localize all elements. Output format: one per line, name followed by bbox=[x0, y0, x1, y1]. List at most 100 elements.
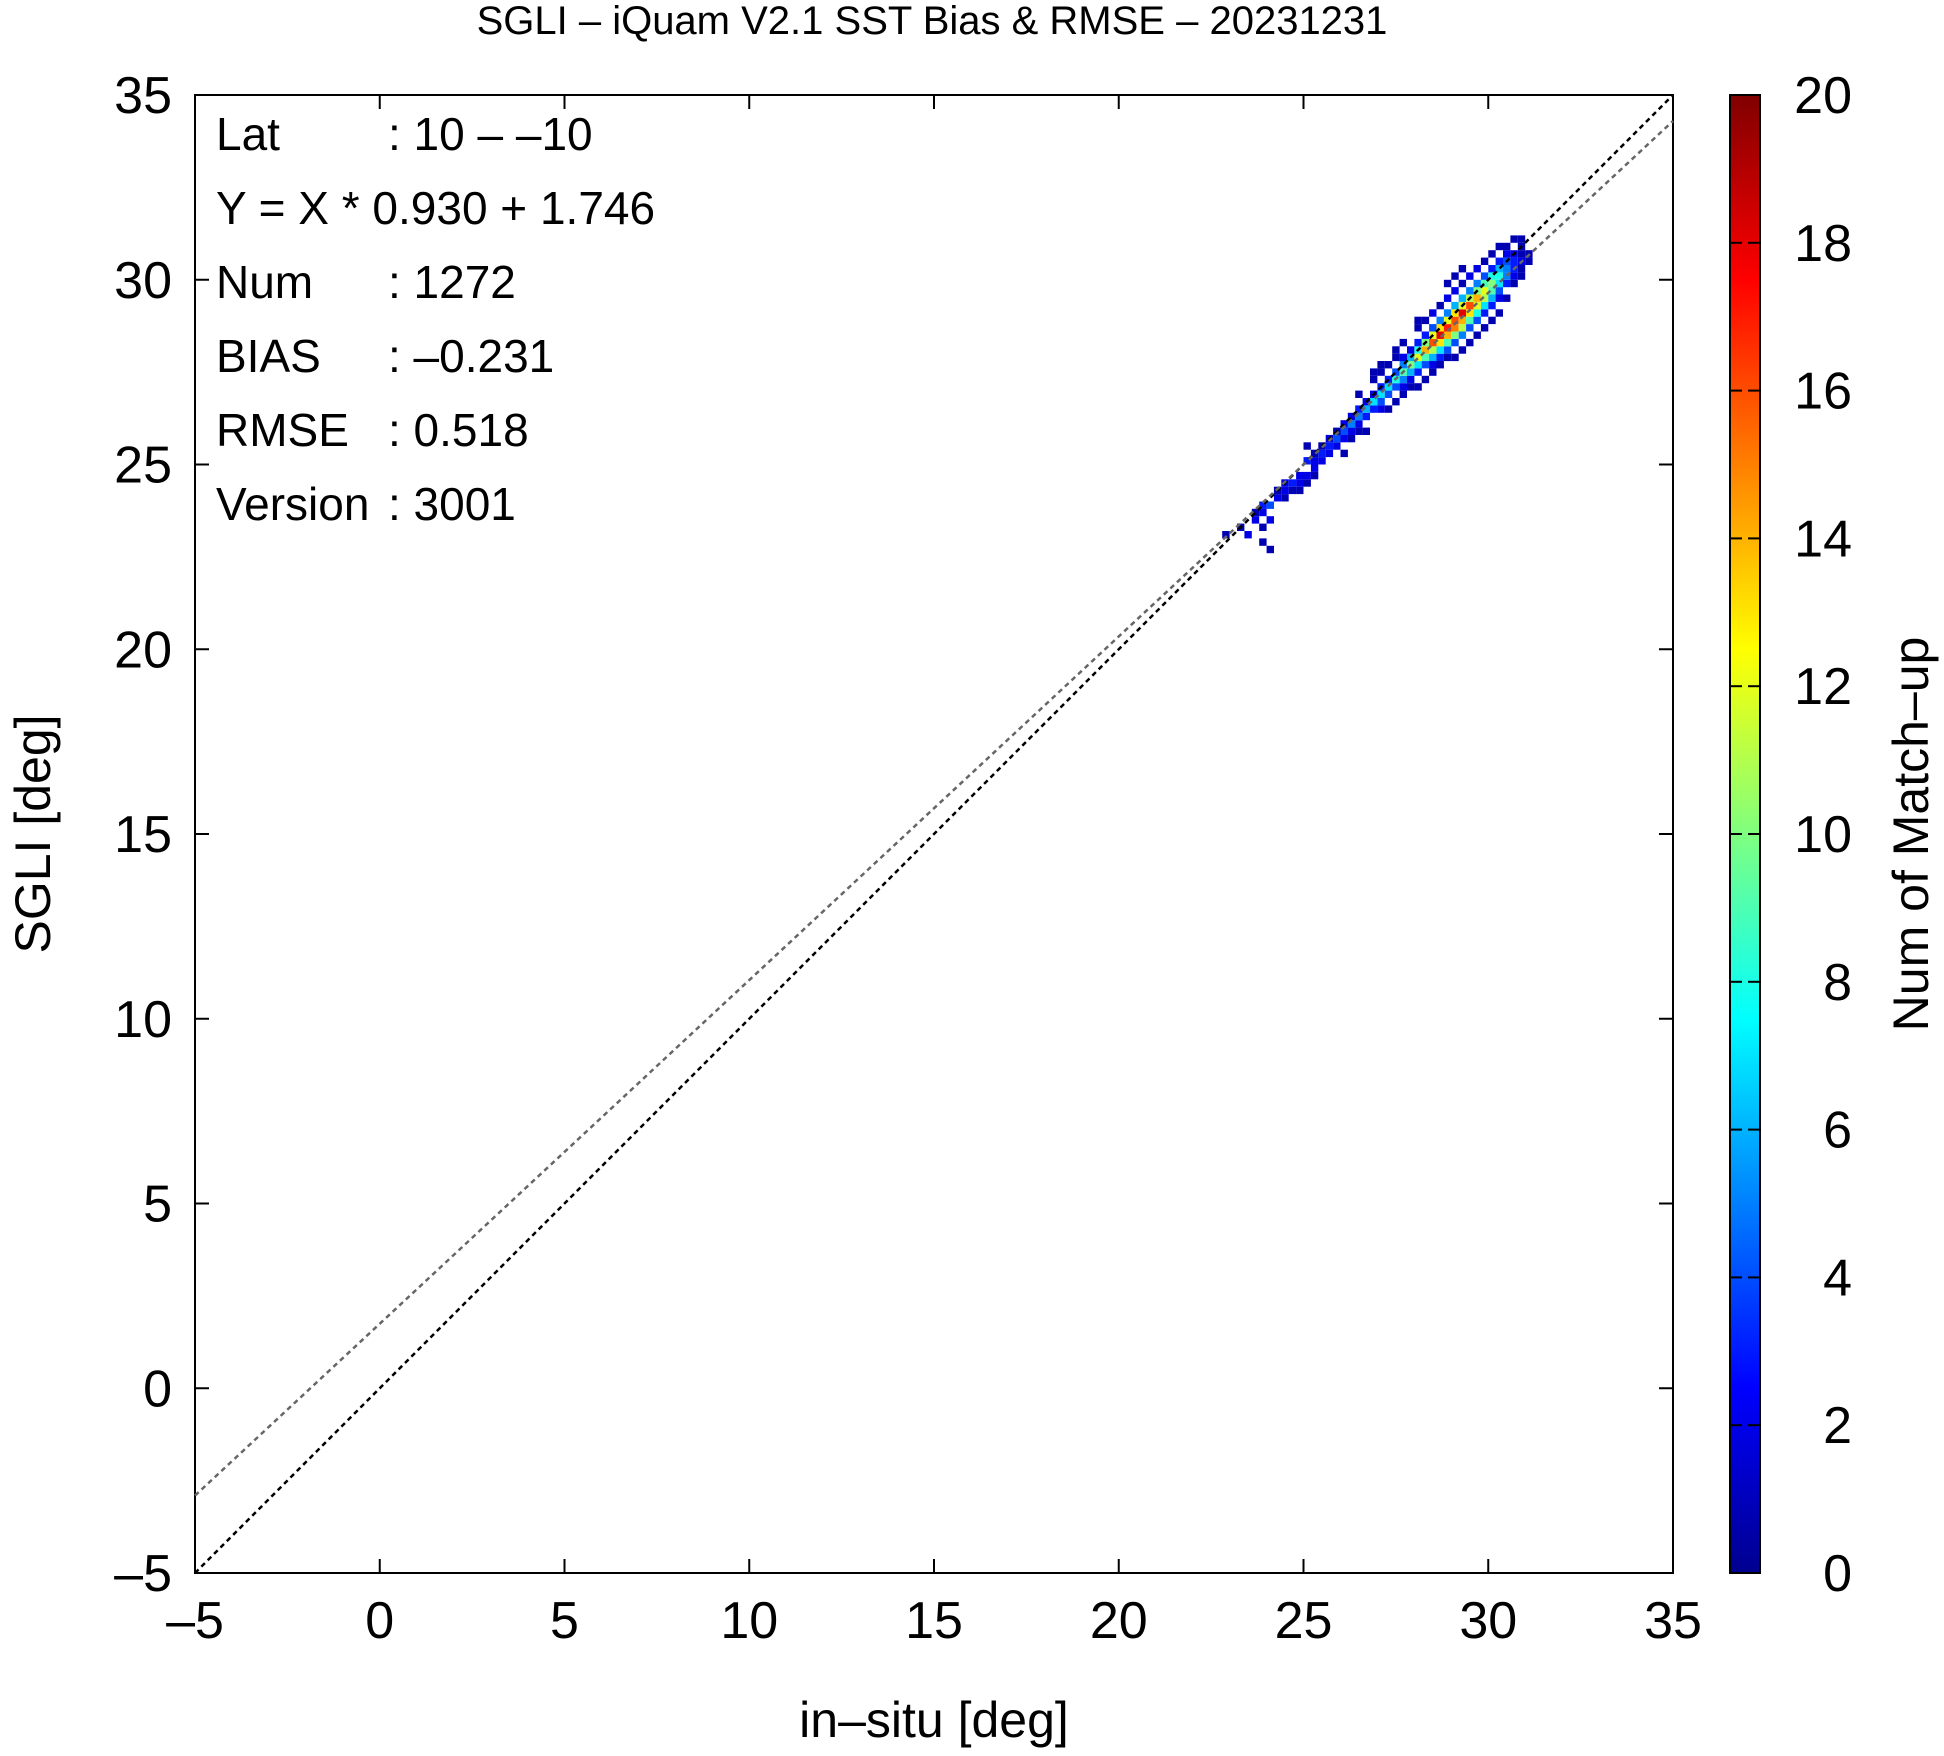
density-cell bbox=[1340, 449, 1348, 458]
density-cell bbox=[1266, 516, 1274, 524]
density-cell bbox=[1443, 353, 1452, 362]
density-cell bbox=[1429, 361, 1437, 369]
density-cell bbox=[1303, 471, 1311, 480]
density-cell bbox=[1466, 324, 1474, 332]
density-cell bbox=[1392, 383, 1400, 391]
density-cell bbox=[1503, 265, 1511, 273]
y-tick-label: 20 bbox=[114, 621, 172, 679]
density-cell bbox=[1488, 316, 1496, 325]
stat-value: : 0.518 bbox=[388, 404, 529, 456]
density-cell bbox=[1480, 294, 1489, 302]
density-cell bbox=[1517, 235, 1526, 243]
density-cell bbox=[1392, 346, 1400, 354]
reference-lines bbox=[194, 94, 1674, 1574]
density-cell bbox=[1318, 457, 1326, 465]
density-cell bbox=[1495, 279, 1503, 288]
density-cell bbox=[1466, 309, 1474, 317]
density-cell bbox=[1510, 272, 1518, 280]
density-cell bbox=[1414, 368, 1422, 376]
density-cell bbox=[1325, 442, 1334, 450]
density-cell bbox=[1414, 324, 1422, 332]
density-cell bbox=[1414, 353, 1422, 362]
density-cell bbox=[1296, 471, 1304, 480]
density-cell bbox=[1370, 368, 1378, 376]
density-cell bbox=[1473, 331, 1481, 339]
density-cell bbox=[1325, 449, 1334, 458]
density-cell bbox=[1443, 309, 1452, 317]
y-tick-label: 15 bbox=[114, 806, 172, 864]
x-tick-label: 35 bbox=[1644, 1592, 1702, 1650]
density-cell bbox=[1399, 375, 1407, 384]
y-tick-label: 25 bbox=[114, 437, 172, 495]
density-cell bbox=[1466, 301, 1474, 310]
colorbar-tick-label: 0 bbox=[1823, 1545, 1852, 1603]
x-tick-label: 10 bbox=[720, 1592, 778, 1650]
density-cell bbox=[1355, 427, 1363, 435]
density-cell bbox=[1362, 412, 1370, 421]
stat-key: BIAS bbox=[216, 330, 321, 382]
colorbar-label: Num of Match–up bbox=[1883, 637, 1939, 1032]
stats-block: Lat: 10 – –10 Y = X * 0.930 + 1.746 Num: 1… bbox=[216, 108, 655, 530]
density-cell bbox=[1370, 405, 1378, 413]
density-cell bbox=[1303, 457, 1311, 465]
density-cell bbox=[1458, 309, 1467, 317]
density-cell bbox=[1421, 331, 1430, 339]
chart-title: SGLI – iQuam V2.1 SST Bias & RMSE – 2023… bbox=[477, 0, 1388, 43]
density-cell bbox=[1488, 301, 1496, 310]
density-cell bbox=[1251, 516, 1260, 524]
density-cell bbox=[1384, 390, 1393, 398]
density-cell bbox=[1377, 390, 1385, 398]
density-cell bbox=[1495, 242, 1503, 251]
density-cell bbox=[1436, 301, 1444, 310]
stat-value: : –0.231 bbox=[388, 330, 554, 382]
x-tick-label: 20 bbox=[1090, 1592, 1148, 1650]
colorbar-tick-label: 12 bbox=[1794, 658, 1852, 716]
density-cell bbox=[1303, 479, 1311, 487]
density-cell bbox=[1355, 405, 1363, 413]
density-cell bbox=[1480, 287, 1489, 295]
density-cell bbox=[1281, 494, 1289, 502]
density-cell bbox=[1503, 242, 1511, 251]
density-cell bbox=[1488, 250, 1496, 258]
density-cell bbox=[1392, 368, 1400, 376]
density-cell bbox=[1503, 272, 1511, 280]
density-cell bbox=[1488, 265, 1496, 273]
density-cell bbox=[1310, 449, 1319, 458]
density-cell bbox=[1355, 420, 1363, 428]
density-cell bbox=[1451, 331, 1459, 339]
density-cell bbox=[1436, 361, 1444, 369]
stat-key: Num bbox=[216, 256, 313, 308]
density-cell bbox=[1429, 309, 1437, 317]
density-cell bbox=[1495, 309, 1503, 317]
density-cell bbox=[1303, 442, 1311, 450]
density-cell bbox=[1340, 427, 1348, 435]
density-cell bbox=[1399, 390, 1407, 398]
density-cell bbox=[1436, 316, 1444, 325]
density-cell bbox=[1318, 449, 1326, 458]
density-cell bbox=[1355, 390, 1363, 398]
y-tick-label: 0 bbox=[143, 1360, 172, 1418]
y-axis-label: SGLI [deg] bbox=[5, 714, 61, 953]
density-cell bbox=[1340, 420, 1348, 428]
x-tick-label: 30 bbox=[1459, 1592, 1517, 1650]
density-cell bbox=[1429, 353, 1437, 362]
density-cell bbox=[1517, 272, 1526, 280]
density-cell bbox=[1377, 361, 1385, 369]
colorbar: 0 2 4 6 8 10 12 14 16 18 20 Num of Match–up bbox=[1729, 67, 1939, 1603]
density-cell bbox=[1266, 545, 1274, 554]
density-cell bbox=[1421, 375, 1430, 384]
stat-key: Lat bbox=[216, 108, 280, 160]
density-cell bbox=[1436, 324, 1444, 332]
density-cell bbox=[1473, 294, 1481, 302]
density-cell bbox=[1429, 368, 1437, 376]
density-cells bbox=[1222, 235, 1533, 554]
plot-area bbox=[194, 94, 1674, 1574]
density-cell bbox=[1436, 346, 1444, 354]
density-cell bbox=[1347, 412, 1356, 421]
density-cell bbox=[1480, 279, 1489, 288]
density-cell bbox=[1451, 338, 1459, 347]
density-cell bbox=[1451, 301, 1459, 310]
density-cell bbox=[1407, 375, 1415, 384]
density-cell bbox=[1399, 361, 1407, 369]
density-cell bbox=[1392, 353, 1400, 362]
